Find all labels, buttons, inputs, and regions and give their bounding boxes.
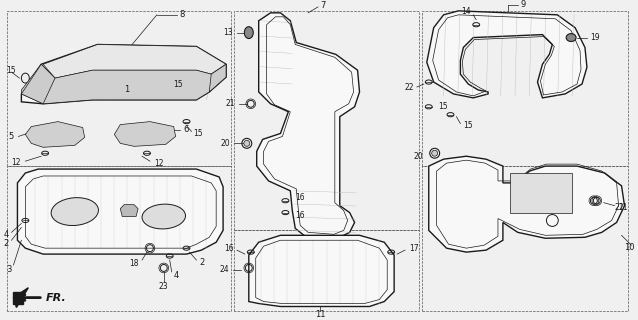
Text: 15: 15 [6, 66, 16, 75]
Polygon shape [427, 11, 587, 98]
Text: 15: 15 [439, 102, 449, 111]
Ellipse shape [244, 27, 253, 38]
Text: 15: 15 [193, 129, 203, 138]
Ellipse shape [432, 150, 438, 156]
Polygon shape [22, 64, 226, 104]
Text: 16: 16 [225, 244, 234, 253]
Ellipse shape [142, 204, 186, 229]
Text: 12: 12 [11, 158, 20, 167]
Ellipse shape [51, 198, 98, 226]
Polygon shape [209, 64, 226, 92]
Polygon shape [26, 122, 85, 147]
Text: 22: 22 [404, 84, 414, 92]
Text: 21: 21 [225, 99, 235, 108]
Polygon shape [429, 156, 625, 252]
Text: 9: 9 [521, 0, 526, 9]
Ellipse shape [566, 34, 576, 42]
Text: 3: 3 [6, 265, 11, 275]
Text: 4: 4 [3, 230, 8, 239]
Text: 2: 2 [199, 258, 205, 267]
Polygon shape [249, 235, 394, 307]
Polygon shape [256, 13, 360, 238]
Polygon shape [22, 44, 226, 104]
Text: 16: 16 [295, 193, 305, 202]
Text: 8: 8 [179, 10, 185, 19]
Text: 24: 24 [219, 265, 229, 275]
Polygon shape [13, 292, 24, 304]
Ellipse shape [244, 140, 250, 146]
Text: 16: 16 [295, 211, 305, 220]
Text: 13: 13 [223, 28, 233, 37]
Text: 5: 5 [8, 132, 13, 141]
Text: 19: 19 [590, 33, 600, 42]
Polygon shape [114, 122, 175, 146]
Polygon shape [17, 169, 223, 254]
Text: 7: 7 [320, 1, 325, 11]
Text: 21: 21 [614, 203, 624, 212]
Text: 6: 6 [184, 125, 189, 134]
Polygon shape [13, 288, 28, 308]
Text: 10: 10 [624, 243, 634, 252]
Text: 18: 18 [130, 260, 139, 268]
Text: 15: 15 [463, 121, 473, 130]
Text: 21: 21 [619, 203, 628, 212]
Text: 1: 1 [124, 85, 129, 94]
Text: 17: 17 [409, 244, 419, 253]
Polygon shape [22, 64, 55, 104]
Polygon shape [43, 44, 226, 78]
Text: 4: 4 [174, 271, 179, 280]
Text: FR.: FR. [46, 292, 67, 303]
Text: 20: 20 [220, 139, 230, 148]
Text: 11: 11 [315, 310, 325, 319]
Text: 2: 2 [3, 239, 8, 248]
Text: 15: 15 [174, 80, 183, 89]
Text: 14: 14 [462, 7, 471, 16]
Text: 23: 23 [159, 282, 168, 291]
Polygon shape [121, 205, 138, 217]
Text: 20: 20 [413, 152, 423, 161]
Text: 12: 12 [154, 159, 163, 168]
Polygon shape [510, 173, 572, 212]
